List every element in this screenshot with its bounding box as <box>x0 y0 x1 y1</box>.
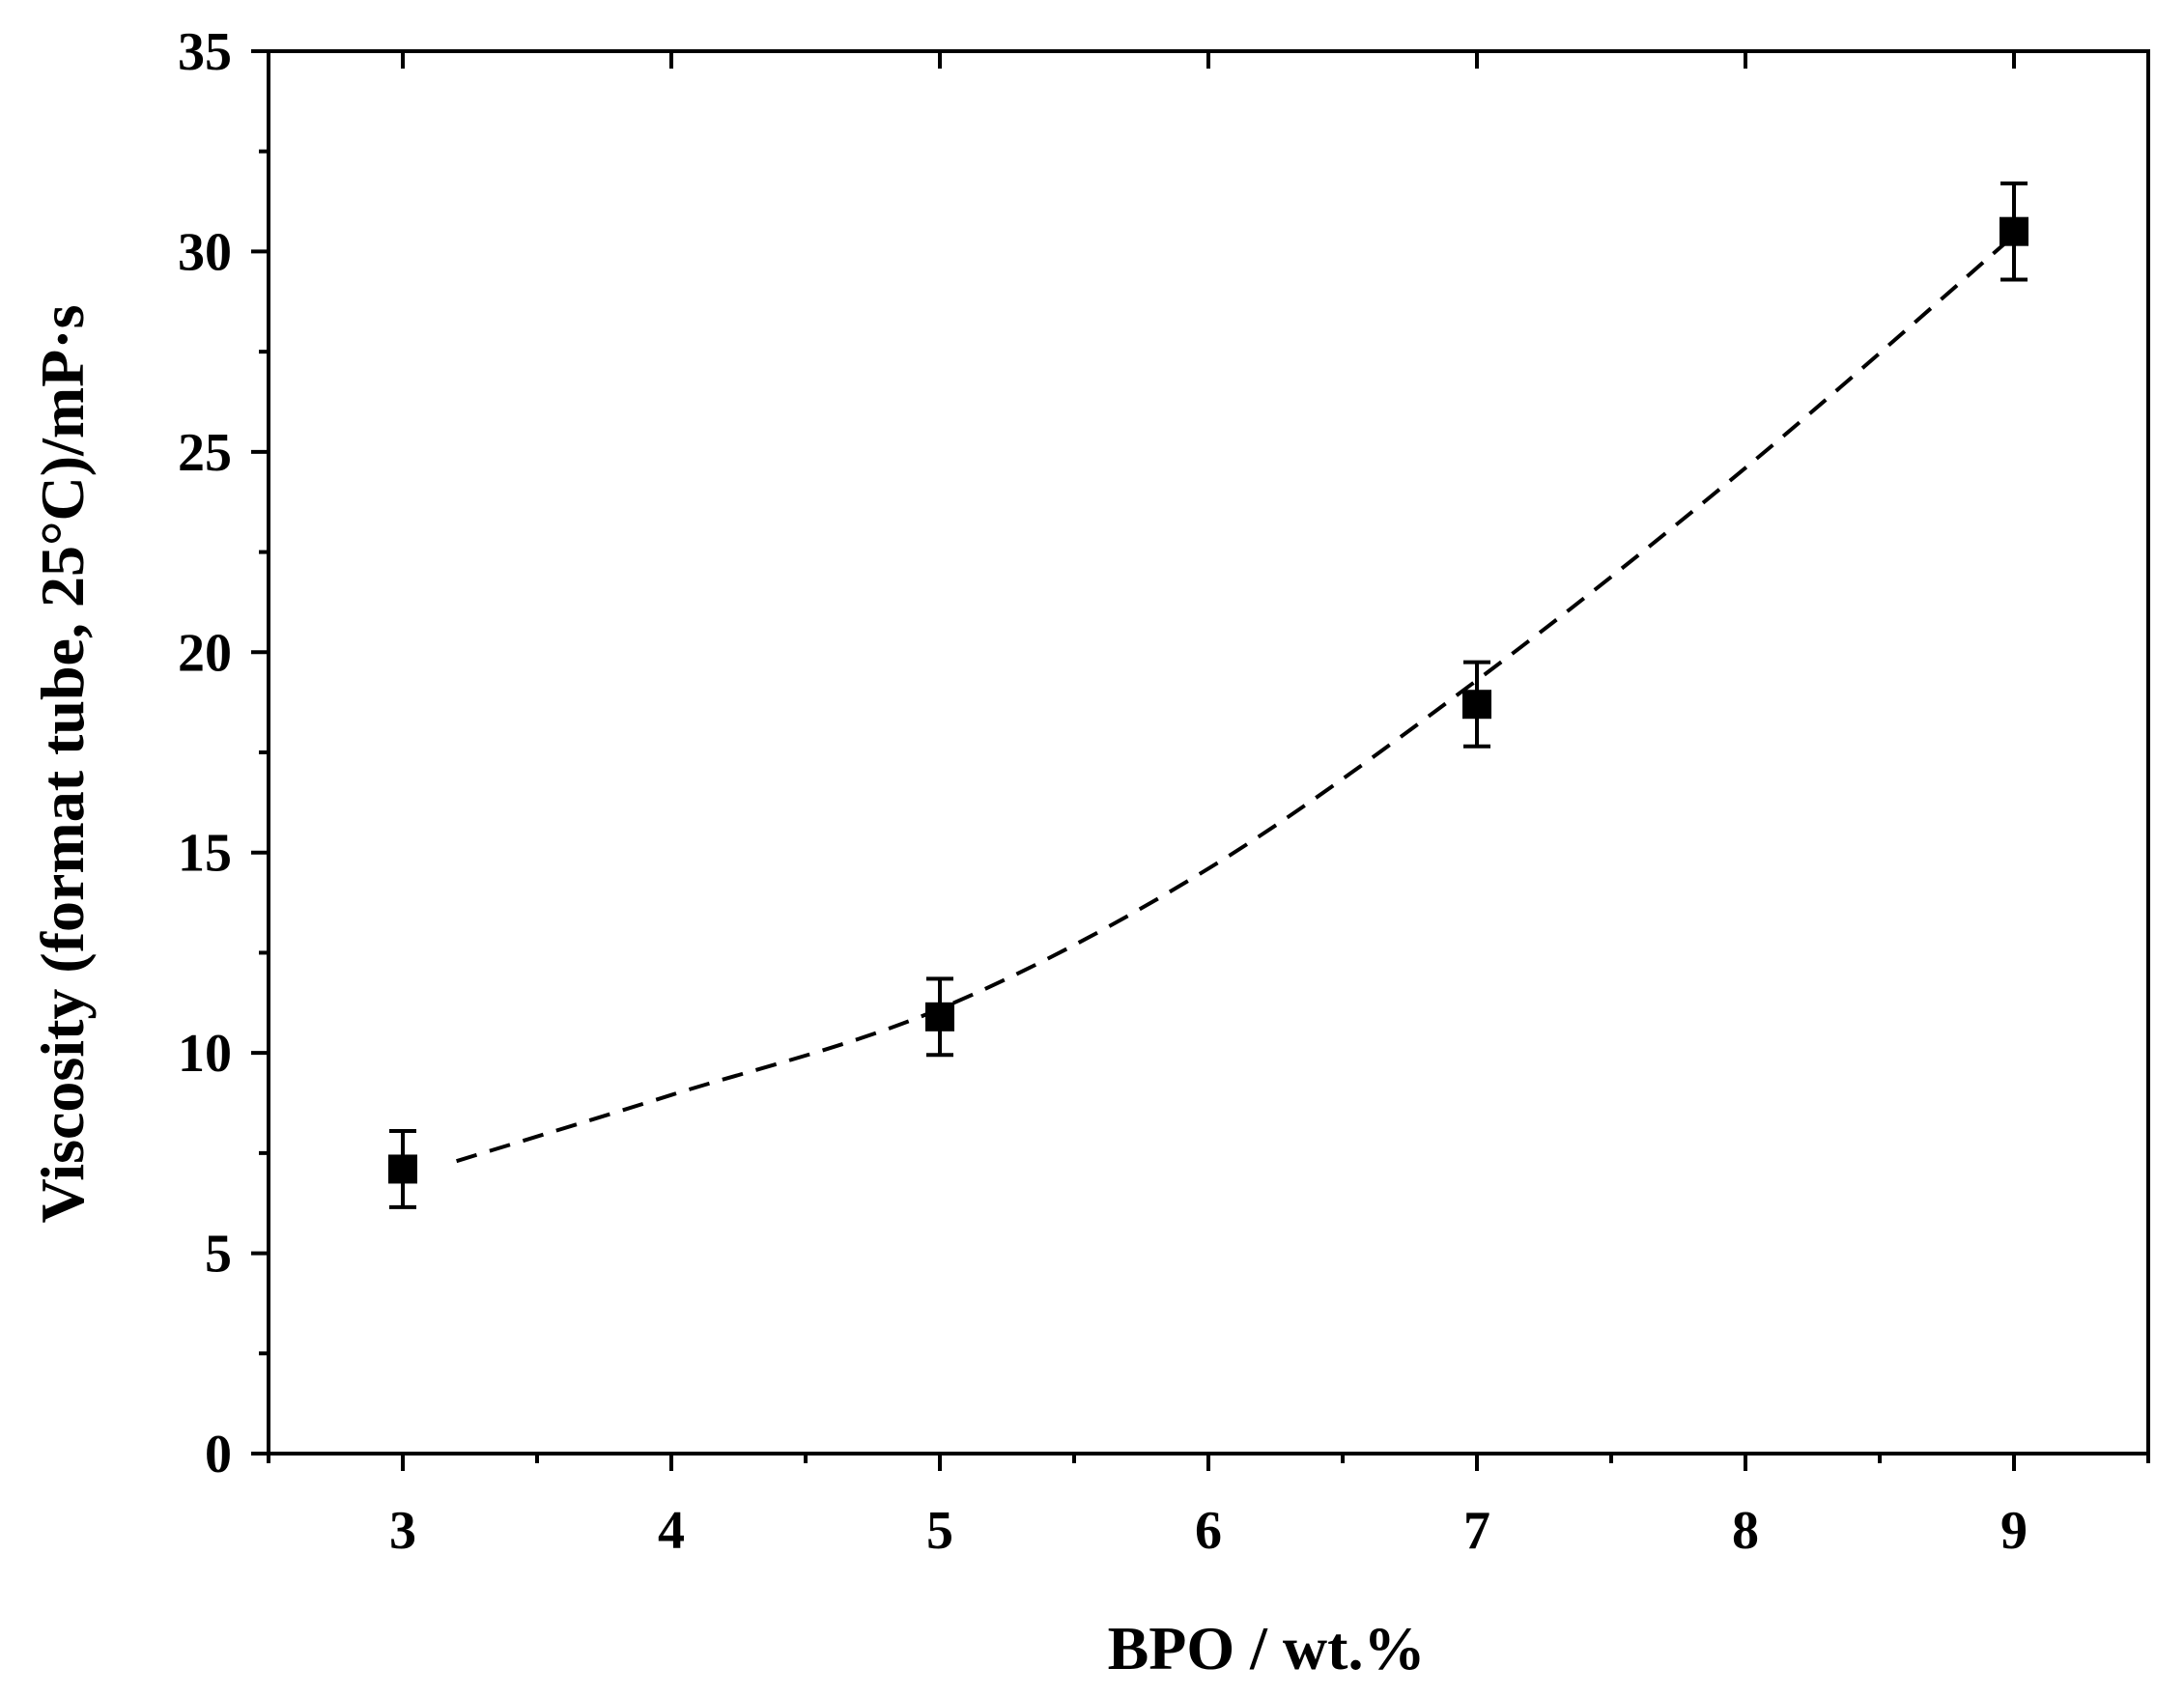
data-point <box>388 1154 417 1184</box>
y-tick-label: 5 <box>205 1225 232 1285</box>
y-tick-label: 25 <box>178 423 232 483</box>
y-axis-title: Viscosity (format tube, 25°C)/mP·s <box>28 304 97 1223</box>
data-point <box>2000 216 2028 246</box>
y-tick-label: 30 <box>178 222 232 282</box>
axes <box>251 49 2150 1471</box>
data-points <box>388 181 2028 1209</box>
x-tick-label: 4 <box>658 1501 685 1561</box>
tick-labels: 3 4 5 6 7 8 9 0 5 10 15 20 25 30 35 <box>178 22 2028 1561</box>
data-point <box>1462 690 1491 720</box>
fit-curve <box>456 234 2016 1164</box>
x-tick-label: 6 <box>1195 1501 1222 1561</box>
data-point <box>925 1002 954 1032</box>
y-tick-label: 35 <box>178 22 232 82</box>
plot-frame <box>267 49 2150 1456</box>
x-tick-label: 8 <box>1732 1501 1759 1561</box>
x-axis-title: BPO / wt.% <box>1108 1614 1426 1682</box>
fit-line-group <box>456 234 2016 1164</box>
y-tick-label: 0 <box>205 1425 232 1484</box>
x-tick-label: 3 <box>389 1501 416 1561</box>
y-tick-label: 15 <box>178 824 232 884</box>
x-tick-label: 9 <box>2000 1501 2028 1561</box>
x-tick-label: 7 <box>1463 1501 1490 1561</box>
y-tick-label: 10 <box>178 1024 232 1084</box>
y-tick-label: 20 <box>178 623 232 683</box>
x-tick-label: 5 <box>926 1501 953 1561</box>
